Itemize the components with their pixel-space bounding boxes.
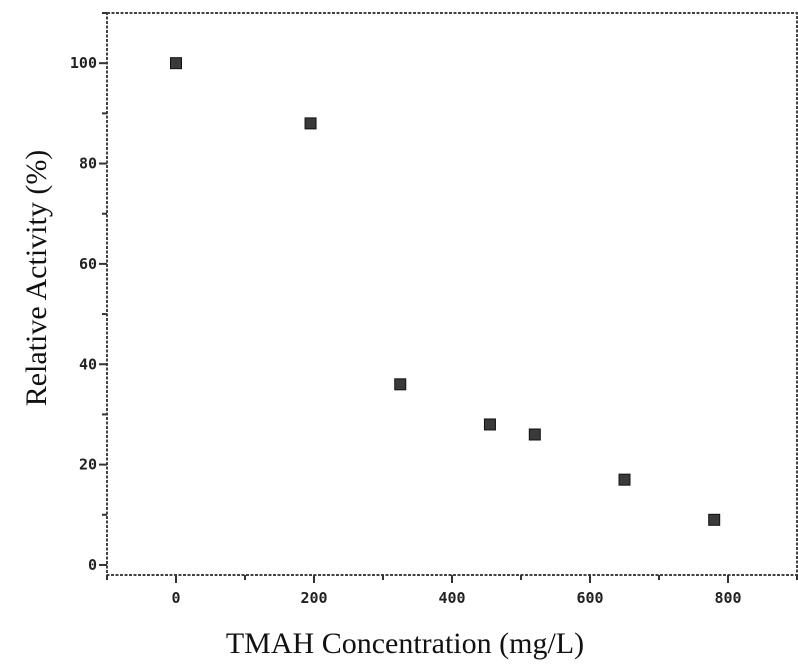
plot-frame: [106, 12, 798, 576]
data-point: [528, 428, 541, 441]
x-tick-label: 400: [438, 589, 465, 607]
x-tick-label: 200: [300, 589, 327, 607]
data-point: [394, 378, 407, 391]
data-point: [304, 117, 317, 130]
x-axis-title: TMAH Concentration (mg/L): [226, 627, 584, 660]
x-tick-label: 800: [714, 589, 741, 607]
axis-ticks: [99, 12, 798, 583]
axis-tick-labels: 0 200 400 600 800 0 20 40 60 80 100: [70, 54, 742, 607]
y-tick-label: 40: [79, 355, 97, 373]
y-tick-label: 60: [79, 255, 97, 273]
data-point: [618, 473, 631, 486]
y-tick-label: 80: [79, 155, 97, 173]
x-tick-label: 0: [171, 589, 180, 607]
data-point: [483, 418, 496, 431]
y-axis-title: Relative Activity (%): [20, 150, 53, 407]
data-point: [708, 513, 721, 526]
y-tick-label: 100: [70, 54, 97, 72]
data-points: [170, 57, 721, 526]
y-tick-label: 0: [88, 556, 97, 574]
data-point: [170, 57, 182, 70]
y-tick-label: 20: [79, 456, 97, 474]
x-tick-label: 600: [576, 589, 603, 607]
